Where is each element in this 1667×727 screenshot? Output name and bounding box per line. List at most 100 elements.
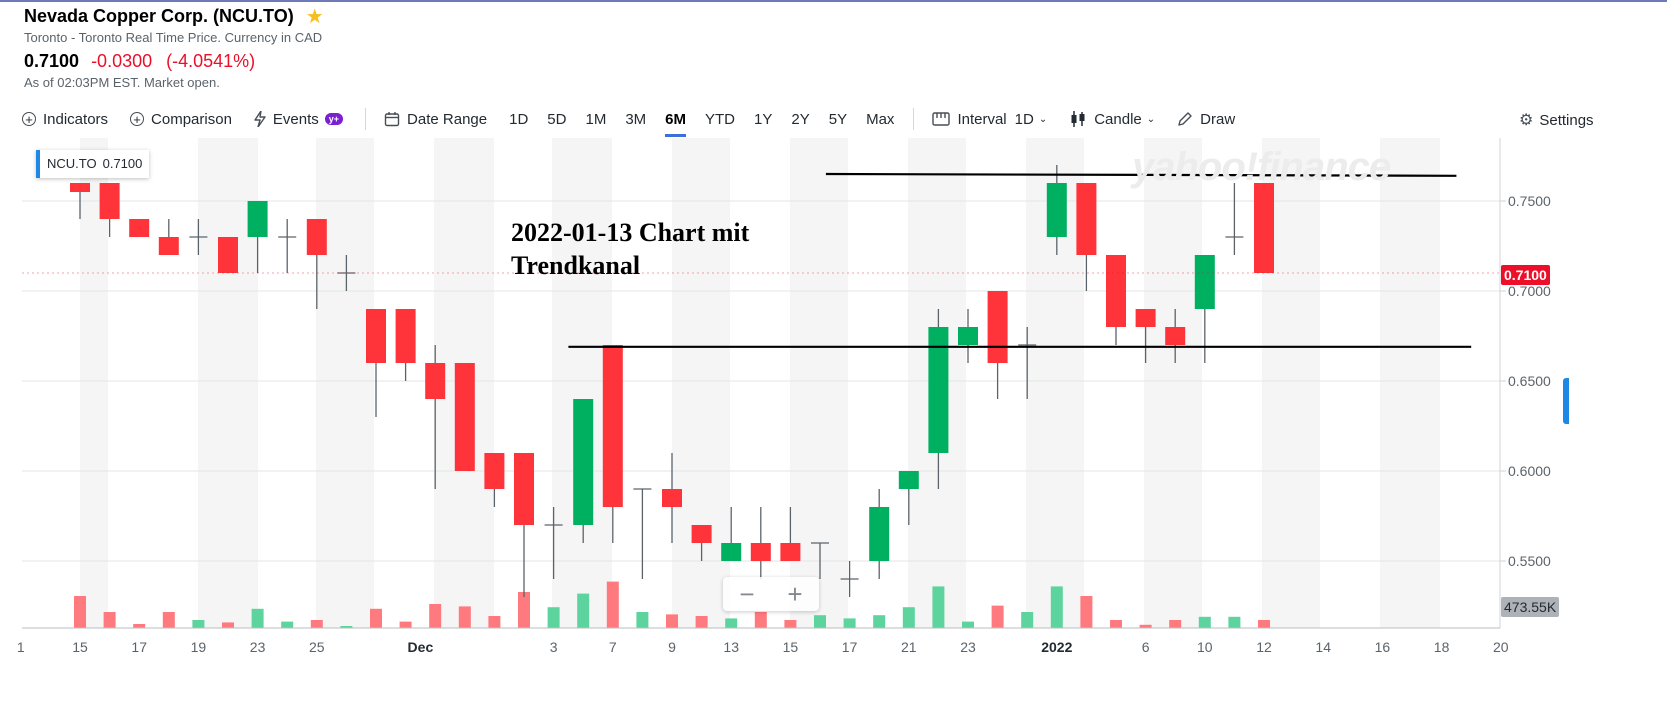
plus-circle-icon: + (22, 112, 36, 126)
volume-bar (251, 608, 264, 628)
date-range-button[interactable]: Date Range (384, 111, 487, 128)
volume-bar (902, 607, 915, 628)
y-tick-label: 0.6000 (1508, 463, 1551, 479)
candle-body (987, 291, 1008, 363)
x-tick-label: 14 (1315, 639, 1331, 655)
volume-bar (340, 626, 353, 628)
zoom-out-button[interactable]: − (739, 578, 755, 609)
y-tick-label: 0.5500 (1508, 553, 1551, 569)
range-1m[interactable]: 1M (585, 110, 607, 128)
settings-label: Settings (1539, 111, 1594, 129)
top-border (0, 0, 1667, 2)
volume-bar (281, 621, 294, 628)
side-panel-tab[interactable] (1563, 378, 1569, 424)
volume-bar (1021, 612, 1034, 628)
candle-body (484, 453, 505, 489)
draw-button[interactable]: Draw (1177, 111, 1235, 128)
settings-button[interactable]: ⚙ Settings (1519, 109, 1667, 131)
toolbar-divider (365, 108, 367, 130)
volume-bar (991, 605, 1004, 628)
candle-body (898, 471, 919, 489)
range-5y[interactable]: 5Y (828, 110, 848, 128)
indicators-button[interactable]: + Indicators (22, 111, 108, 128)
candle-body (425, 363, 446, 399)
chevron-down-icon: ⌄ (1038, 113, 1048, 125)
volume-bar (1110, 620, 1122, 628)
chart-type-label: Candle (1094, 110, 1142, 128)
candle-body (1106, 255, 1126, 327)
candle-body (1076, 183, 1097, 255)
volume-bar (1169, 620, 1182, 628)
candle-body (514, 453, 534, 525)
candle-body (750, 543, 771, 561)
date-range-label: Date Range (407, 110, 488, 128)
x-tick-label: 6 (1142, 639, 1150, 655)
candlestick-chart[interactable]: 0.5500 0.6000 0.6500 0.7000 0.7500 1 15 17 19 23 2… (0, 138, 1667, 698)
candle-body (1135, 309, 1156, 327)
zoom-in-button[interactable]: + (787, 578, 803, 609)
volume-bar (162, 612, 175, 628)
y-tick-label: 0.7500 (1508, 193, 1551, 209)
volume-bar (814, 615, 826, 628)
page-title: Nevada Copper Corp. (NCU.TO) (24, 6, 294, 26)
volume-bar (399, 621, 412, 628)
range-3m[interactable]: 3M (625, 110, 647, 128)
volume-bar (873, 615, 886, 628)
star-icon[interactable]: ★ (305, 5, 324, 28)
x-tick-label: 18 (1434, 639, 1450, 655)
volume-bar (103, 612, 116, 628)
range-5d[interactable]: 5D (547, 110, 567, 128)
range-1d[interactable]: 1D (509, 110, 529, 128)
chart-annotation: 2022-01-13 Chart mit Trendkanal (511, 216, 811, 282)
volume-bar (192, 620, 205, 628)
premium-badge: y+ (324, 113, 344, 125)
volume-bar (1258, 620, 1270, 628)
candle-body (158, 237, 179, 255)
x-tick-label: 10 (1197, 639, 1213, 655)
current-price: 0.7100 (24, 51, 80, 71)
x-tick-label: 25 (309, 639, 325, 655)
candle-body (928, 327, 949, 453)
range-2y[interactable]: 2Y (791, 110, 810, 128)
price-change-percent: (-4.0541%) (166, 51, 256, 71)
week-shade (552, 138, 612, 628)
volume-bar (695, 616, 708, 628)
candle-body (1165, 327, 1186, 345)
x-tick-label: 1 (17, 639, 25, 655)
candle-body (395, 309, 416, 363)
range-max[interactable]: Max (866, 110, 895, 128)
exchange-line: Toronto - Toronto Real Time Price. Curre… (24, 30, 323, 45)
range-6m[interactable]: 6M (665, 110, 687, 137)
chevron-down-icon: ⌄ (1146, 113, 1156, 125)
candle-body (662, 489, 682, 507)
range-ytd[interactable]: YTD (705, 110, 736, 128)
range-1y[interactable]: 1Y (754, 110, 773, 128)
comparison-label: Comparison (151, 110, 232, 128)
x-tick-label: 9 (668, 639, 676, 655)
volume-bar (636, 612, 649, 628)
volume-bar (666, 614, 678, 628)
volume-bar (518, 592, 530, 628)
volume-bar (547, 607, 560, 628)
volume-tag: 473.55K (1501, 597, 1560, 617)
events-button[interactable]: Events y+ (254, 110, 344, 128)
events-label: Events (272, 110, 319, 128)
legend-value: 0.7100 (102, 156, 143, 171)
candle-body (691, 525, 712, 543)
calendar-icon (384, 111, 400, 127)
comparison-button[interactable]: + Comparison (130, 111, 232, 128)
gear-icon: ⚙ (1519, 112, 1534, 129)
x-tick-label: 21 (901, 639, 917, 655)
chart-type-dropdown[interactable]: Candle ⌄ (1069, 110, 1155, 128)
volume-bar (784, 620, 797, 628)
x-tick-label: 12 (1256, 639, 1272, 655)
candle-body (780, 543, 801, 561)
interval-dropdown[interactable]: Interval 1D ⌄ (932, 111, 1047, 128)
legend-symbol: NCU.TO (47, 156, 97, 171)
annotation-line-1: 2022-01-13 Chart mit (511, 218, 750, 247)
price-change: -0.0300 (91, 51, 153, 71)
candle-body (218, 237, 238, 273)
trendline (825, 172, 1457, 177)
candle-body (958, 327, 978, 345)
x-tick-label: 17 (842, 639, 858, 655)
